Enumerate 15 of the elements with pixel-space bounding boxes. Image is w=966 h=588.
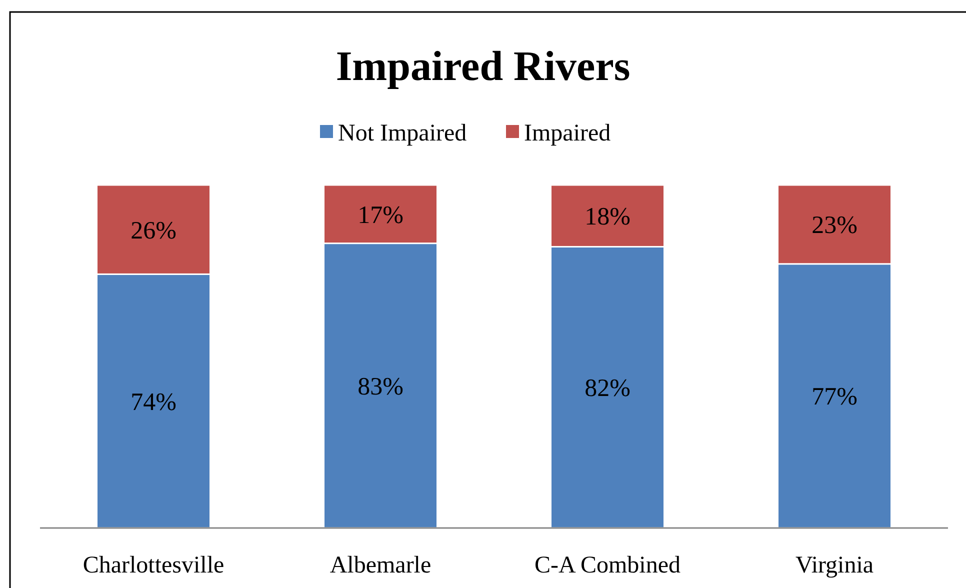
data-label: 74% (130, 388, 176, 416)
data-label: 18% (584, 204, 630, 231)
data-label: 17% (358, 202, 404, 229)
legend-label: Not Impaired (338, 120, 467, 146)
data-label: 82% (584, 375, 630, 402)
x-tick-label: C-A Combined (534, 552, 681, 578)
x-tick-label: Albemarle (330, 552, 432, 578)
x-tick-label: Virginia (795, 552, 874, 578)
x-tick-label: Charlottesville (82, 552, 224, 578)
data-label: 23% (812, 212, 858, 240)
legend-label: Impaired (524, 120, 611, 146)
data-label: 83% (358, 373, 404, 400)
data-label: 26% (130, 217, 176, 244)
data-label: 77% (812, 384, 858, 411)
chart-title: Impaired Rivers (336, 44, 630, 90)
